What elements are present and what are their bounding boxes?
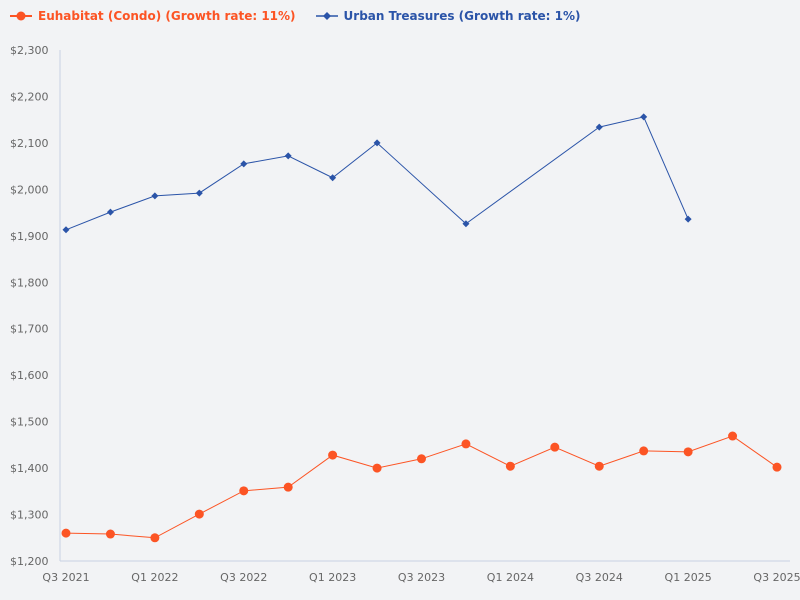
data-point: [328, 450, 338, 460]
data-point: [550, 442, 560, 452]
data-point: [195, 189, 203, 197]
x-tick-label: Q1 2024: [487, 571, 534, 584]
series-line-1: [65, 116, 689, 231]
x-tick-label: Q1 2025: [665, 571, 712, 584]
legend-label: Urban Treasures (Growth rate: 1%): [343, 9, 581, 23]
x-tick-label: Q3 2024: [576, 571, 623, 584]
y-tick-label: $2,200: [10, 90, 49, 103]
data-point: [683, 447, 693, 457]
x-tick-label: Q3 2022: [220, 571, 267, 584]
y-tick-label: $1,700: [10, 323, 49, 336]
data-point: [772, 462, 782, 472]
data-point: [329, 174, 337, 182]
y-tick-label: $1,800: [10, 276, 49, 289]
data-point: [61, 528, 71, 538]
data-point: [505, 461, 515, 471]
x-tick-label: Q1 2022: [131, 571, 178, 584]
legend-item-euhabitat[interactable]: Euhabitat (Condo) (Growth rate: 11%): [10, 9, 296, 23]
data-point: [105, 529, 115, 539]
data-point: [150, 533, 160, 543]
data-point: [640, 113, 648, 121]
data-point: [372, 463, 382, 473]
data-point: [239, 486, 249, 496]
data-point: [461, 439, 471, 449]
data-point: [417, 454, 426, 464]
data-point: [373, 139, 381, 147]
data-point: [151, 192, 159, 200]
circle-marker-icon: [10, 11, 32, 21]
series-line-0: [65, 435, 778, 539]
x-tick-label: Q3 2025: [753, 571, 800, 584]
data-point: [728, 431, 738, 441]
y-tick-label: $1,400: [10, 462, 49, 475]
y-tick-label: $1,200: [10, 555, 49, 568]
y-tick-label: $2,300: [10, 44, 49, 57]
y-tick-label: $1,600: [10, 369, 49, 382]
data-point: [283, 482, 293, 492]
y-tick-label: $2,000: [10, 183, 49, 196]
x-tick-label: Q1 2023: [309, 571, 356, 584]
y-tick-label: $1,500: [10, 416, 49, 429]
data-point: [284, 152, 292, 160]
data-point: [684, 215, 692, 223]
data-point: [106, 208, 114, 216]
data-point: [595, 123, 603, 131]
y-tick-label: $2,100: [10, 137, 49, 150]
legend: Euhabitat (Condo) (Growth rate: 11%) Urb…: [10, 9, 580, 23]
data-point: [462, 220, 470, 228]
data-point: [240, 160, 248, 168]
y-tick-label: $1,900: [10, 230, 49, 243]
y-tick-label: $1,300: [10, 509, 49, 522]
x-tick-label: Q3 2023: [398, 571, 445, 584]
x-tick-label: Q3 2021: [42, 571, 89, 584]
data-point: [194, 509, 204, 519]
legend-item-urban-treasures[interactable]: Urban Treasures (Growth rate: 1%): [315, 9, 581, 23]
legend-label: Euhabitat (Condo) (Growth rate: 11%): [38, 9, 296, 23]
data-point: [639, 446, 649, 456]
data-point: [62, 226, 70, 234]
data-point: [594, 461, 604, 471]
diamond-marker-icon: [315, 12, 338, 20]
